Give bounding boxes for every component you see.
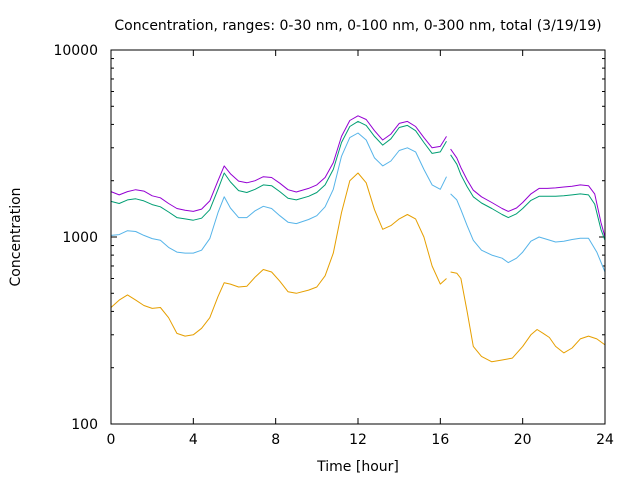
x-tick-label: 24 bbox=[596, 432, 614, 448]
series-4-line-segment-2 bbox=[450, 148, 606, 238]
axis-ticks: 0 4 8 12 16 20 24 100 1000 10000 bbox=[53, 43, 614, 448]
series-4-line-segment-1 bbox=[110, 115, 447, 212]
x-tick-label: 0 bbox=[107, 432, 116, 448]
y-tick-label: 10000 bbox=[53, 43, 98, 59]
chart-title: Concentration, ranges: 0-30 nm, 0-100 nm… bbox=[114, 18, 601, 34]
series-2-line-segment-1 bbox=[110, 132, 447, 254]
x-tick-label: 12 bbox=[349, 432, 367, 448]
x-tick-label: 8 bbox=[271, 432, 280, 448]
series-3-line-segment-2 bbox=[450, 154, 606, 241]
x-tick-label: 16 bbox=[431, 432, 449, 448]
x-axis-label: Time [hour] bbox=[316, 459, 399, 475]
plot-frame bbox=[110, 49, 606, 425]
x-tick-label: 20 bbox=[514, 432, 532, 448]
series-layer bbox=[110, 115, 606, 363]
x-tick-label: 4 bbox=[189, 432, 198, 448]
series-3-line-segment-1 bbox=[110, 120, 447, 221]
series-1-line-segment-1 bbox=[110, 172, 447, 337]
y-tick-label: 1000 bbox=[62, 230, 98, 246]
series-2-line-segment-2 bbox=[450, 193, 606, 273]
y-tick-label: 100 bbox=[71, 417, 98, 433]
y-axis-label: Concentration bbox=[8, 187, 24, 286]
series-1-line-segment-2 bbox=[450, 271, 606, 363]
